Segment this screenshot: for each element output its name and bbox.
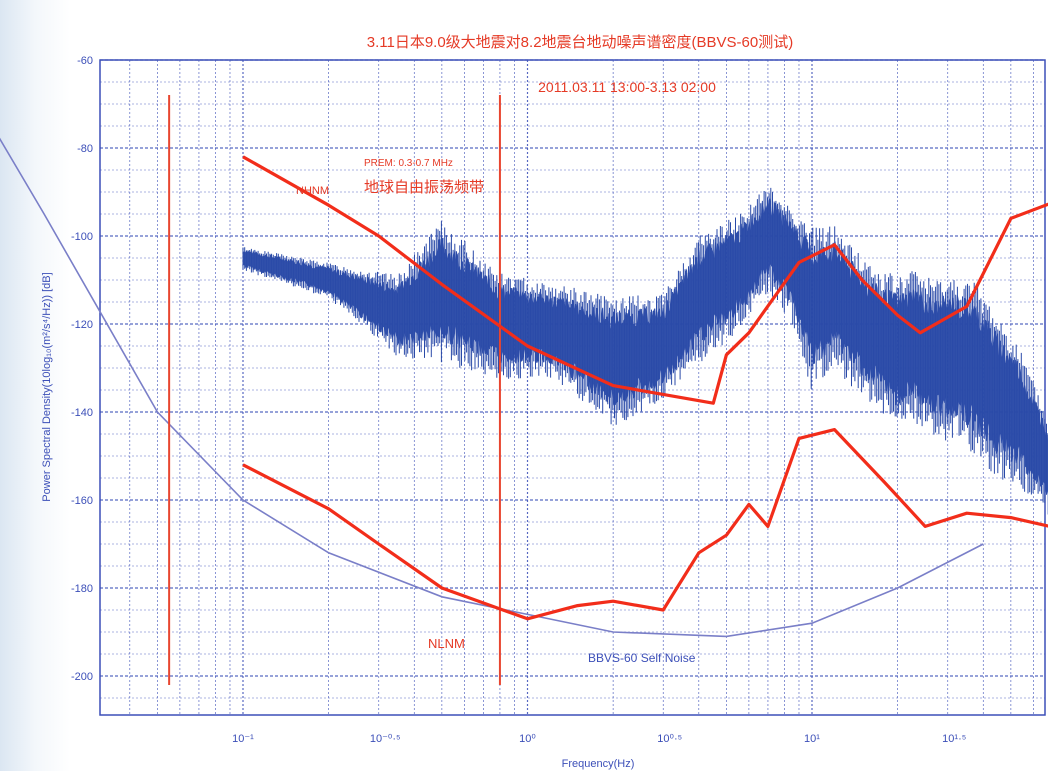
y-tick-labels: -80 -100 -120 -140 -160 -180 -200 -60 bbox=[71, 55, 93, 683]
y-tick-label: -120 bbox=[71, 319, 93, 331]
y-tick-label: -60 bbox=[77, 55, 93, 67]
chart-title: 3.11日本9.0级大地震对8.2地震台地动噪声谱密度(BBVS-60测试) bbox=[367, 33, 793, 51]
plot-frame bbox=[99, 59, 1046, 716]
prem-label-line2: 地球自由振荡频带 bbox=[364, 179, 484, 196]
ground-noise-psd bbox=[242, 198, 1048, 495]
x-tick-label: 10⁰·⁵ bbox=[657, 733, 682, 745]
nhnm-curve bbox=[242, 155, 1048, 405]
y-tick-label: -100 bbox=[71, 231, 93, 243]
x-tick-label: 10¹ bbox=[804, 733, 820, 745]
y-axis-label: Power Spectral Density(10log₁₀(m²/s⁴/Hz)… bbox=[41, 272, 53, 501]
y-tick-label: -80 bbox=[77, 143, 93, 155]
y-tick-label: -140 bbox=[71, 407, 93, 419]
x-tick-label: 10¹·⁵ bbox=[942, 733, 966, 745]
y-tick-label: -200 bbox=[71, 671, 93, 683]
x-tick-labels: 10⁻¹ 10⁻⁰·⁵ 10⁰ 10⁰·⁵ 10¹ 10¹·⁵ bbox=[232, 733, 966, 745]
self-noise-label: BBVS-60 Self Noise bbox=[588, 651, 696, 665]
x-tick-label: 10⁰ bbox=[519, 733, 536, 745]
y-tick-label: -180 bbox=[71, 583, 93, 595]
prem-label-line1: PREM: 0.3-0.7 MHz bbox=[364, 158, 453, 169]
nlnm-curve bbox=[242, 428, 1048, 621]
x-axis-label: Frequency(Hz) bbox=[562, 758, 635, 770]
time-range-label: 2011.03.11 13:00-3.13 02:00 bbox=[538, 79, 716, 95]
nhnm-label: NHNM bbox=[296, 185, 329, 197]
nlnm-label: NLNM bbox=[428, 636, 465, 651]
ground-noise-spikes bbox=[242, 187, 1048, 515]
self-noise-curve bbox=[0, 137, 984, 638]
x-tick-label: 10⁻¹ bbox=[232, 733, 254, 745]
y-tick-label: -160 bbox=[71, 495, 93, 507]
series-layer bbox=[0, 95, 1048, 685]
x-tick-label: 10⁻⁰·⁵ bbox=[370, 733, 401, 745]
